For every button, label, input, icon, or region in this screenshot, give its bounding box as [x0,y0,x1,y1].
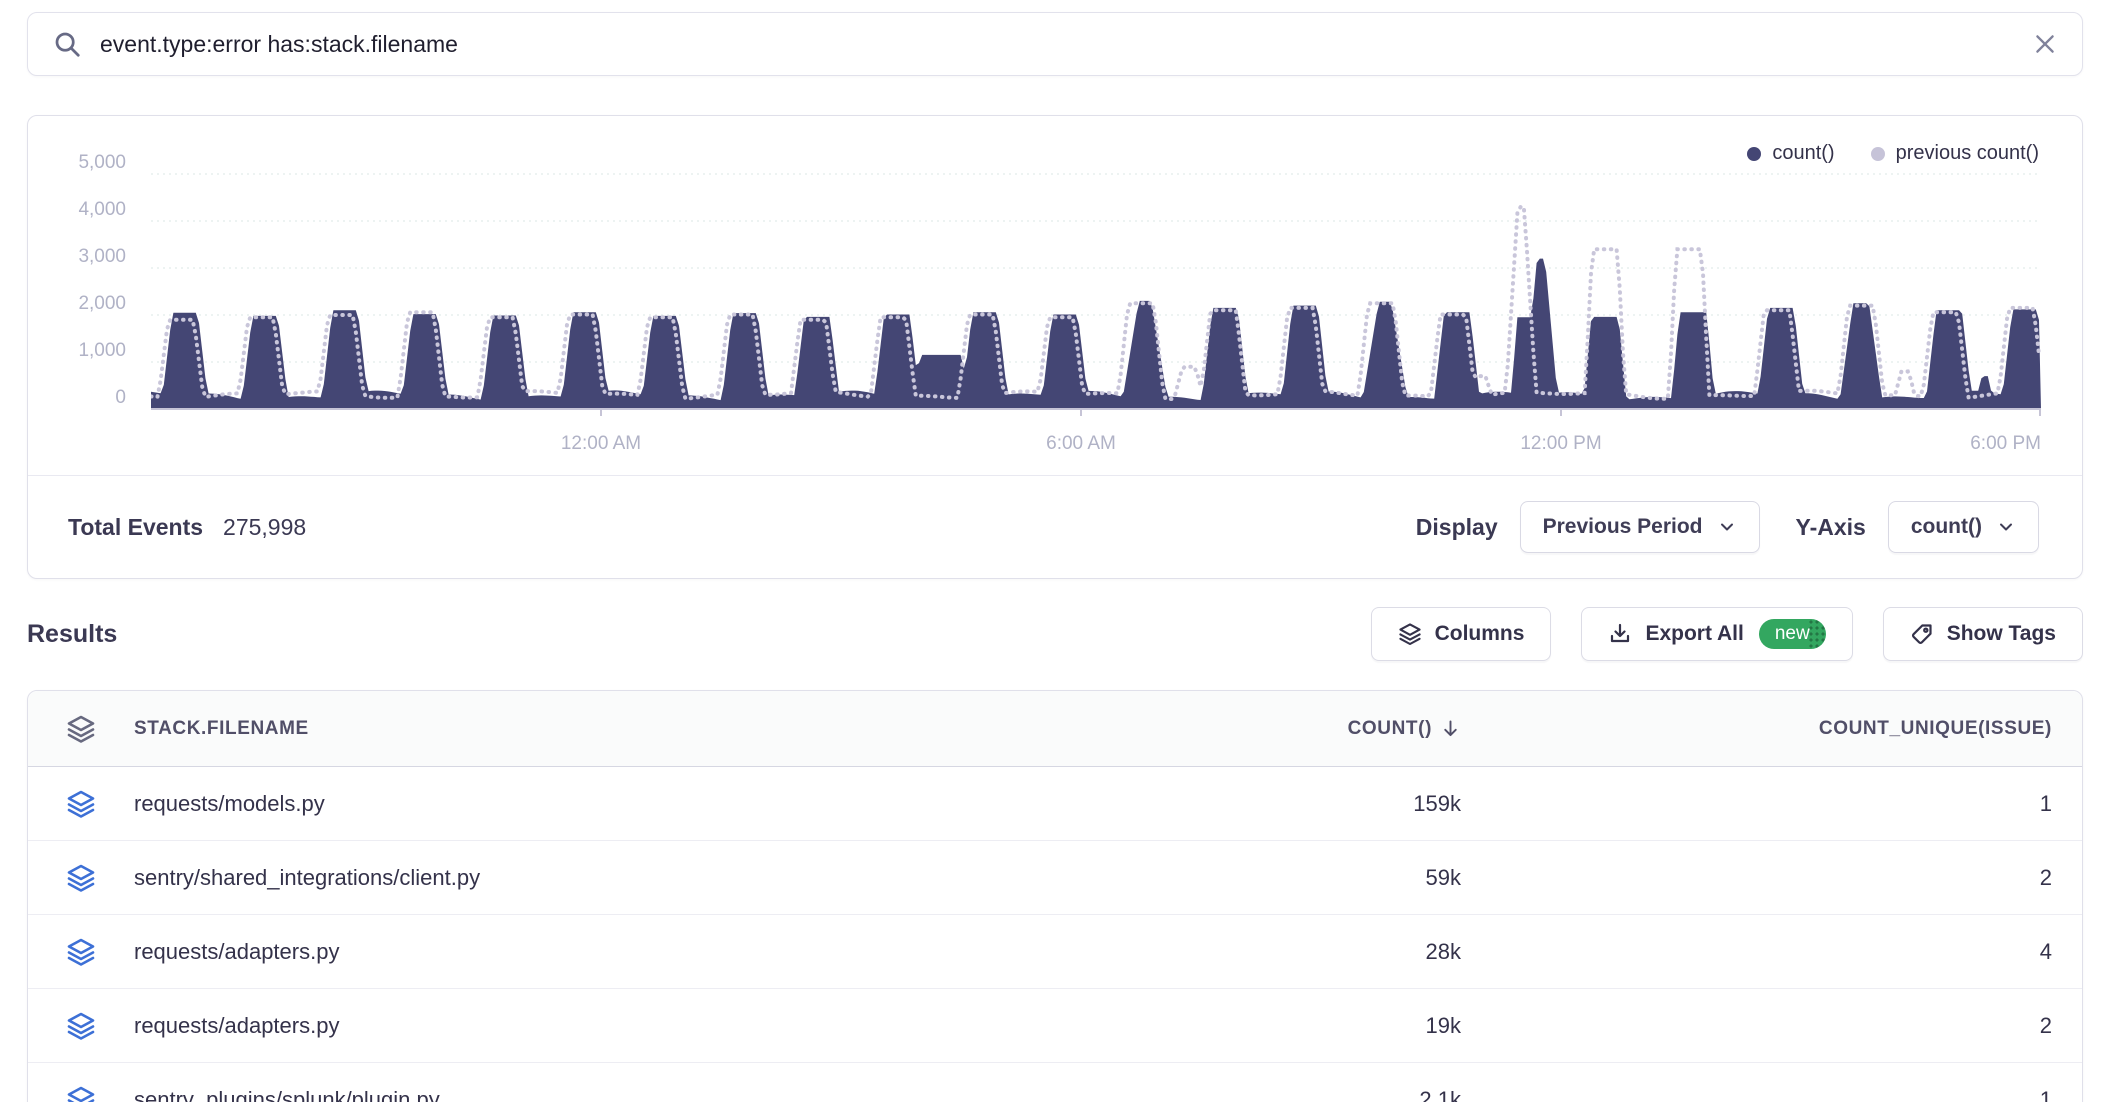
close-icon [2036,35,2054,53]
table-row[interactable]: sentry/shared_integrations/client.py 59k… [28,841,2082,915]
column-header-stack-filename[interactable]: STACK.FILENAME [28,714,1151,744]
table-header-row: STACK.FILENAME COUNT() COUNT_UNIQUE(ISSU… [28,691,2082,767]
count-cell: 159k [1413,790,1461,816]
stacked-layers-icon [67,1086,95,1102]
column-header-count[interactable]: COUNT() [1151,718,1461,740]
y-axis-tick-3000: 3,000 [78,246,126,267]
results-title: Results [27,619,118,648]
stack-filename-cell[interactable]: sentry/shared_integrations/client.py [134,864,481,890]
columns-button-label: Columns [1434,622,1525,645]
results-header-row: Results Columns Export All new Show Tags [27,607,2083,661]
stacked-layers-icon [67,938,95,966]
chevron-down-icon [1720,523,1733,531]
yaxis-select-value: count() [1910,515,1982,538]
tag-icon [1911,624,1932,645]
stack-filename-header-label: STACK.FILENAME [134,717,309,739]
x-axis-label-6am: 6:00 AM [1046,433,1116,454]
stack-filename-cell[interactable]: requests/models.py [134,790,325,816]
display-label: Display [1415,513,1498,540]
count-cell: 19k [1425,1012,1461,1038]
show-tags-button-label: Show Tags [1946,622,2056,645]
stacked-layers-icon [67,715,95,743]
columns-button[interactable]: Columns [1370,607,1552,661]
x-axis-label-12pm: 12:00 PM [1520,433,1602,454]
count-cell: 59k [1425,864,1461,890]
download-tray-icon [1611,623,1630,643]
previous-count-series-dotted-line [151,204,2041,401]
count-legend-dot-icon [1747,146,1762,161]
clear-search-button[interactable] [2032,31,2058,57]
stacked-layers-icon [67,864,95,892]
events-chart-panel: count() previous count() 0 1,000 2,000 3… [27,115,2083,579]
yaxis-select[interactable]: count() [1887,501,2039,553]
count-header-label: COUNT() [1347,717,1432,739]
stacked-layers-icon [67,790,95,818]
table-row[interactable]: requests/adapters.py 28k 4 [28,915,2082,989]
events-time-series-chart [151,173,2041,416]
y-axis-tick-0: 0 [115,387,126,408]
legend-item-count[interactable]: count() [1747,142,1835,165]
total-events-value: 275,998 [223,513,307,540]
total-events: Total Events 275,998 [68,514,306,541]
count-unique-cell: 2 [2039,864,2052,890]
display-select-value: Previous Period [1542,515,1703,538]
legend-count-label: count() [1772,142,1835,164]
count-cell: 2.1k [1419,1086,1461,1102]
legend-previous-count-label: previous count() [1895,142,2039,164]
y-axis-tick-2000: 2,000 [78,293,126,314]
total-events-label: Total Events [68,513,204,540]
chevron-down-icon [2000,523,2012,531]
stacked-layers-icon [1398,623,1421,646]
search-input[interactable] [100,30,2032,58]
count-unique-cell: 2 [2039,1012,2052,1038]
search-icon [55,32,80,57]
stacked-layers-icon [67,1012,95,1040]
count-unique-cell: 1 [2039,1086,2052,1102]
y-axis-tick-1000: 1,000 [78,340,126,361]
y-axis-tick-4000: 4,000 [78,199,126,220]
chart-footer-divider [28,475,2082,476]
yaxis-label: Y-Axis [1795,513,1866,540]
chart-controls: Display Previous Period Y-Axis count() [1416,501,2039,553]
chart-footer: Total Events 275,998 Display Previous Pe… [68,476,2039,578]
count-unique-cell: 4 [2039,938,2052,964]
stack-filename-cell[interactable]: requests/adapters.py [134,1012,340,1038]
legend-item-previous-count[interactable]: previous count() [1870,142,2039,165]
table-row[interactable]: requests/models.py 159k 1 [28,767,2082,841]
column-header-count-unique-issue[interactable]: COUNT_UNIQUE(ISSUE) [1461,718,2082,740]
display-select[interactable]: Previous Period [1519,501,1760,553]
table-row[interactable]: requests/adapters.py 19k 2 [28,989,2082,1063]
new-badge: new [1758,619,1826,649]
x-axis-ticks [600,409,2041,416]
count-unique-header-label: COUNT_UNIQUE(ISSUE) [1818,717,2052,739]
show-tags-button[interactable]: Show Tags [1882,607,2083,661]
x-axis-label-12am: 12:00 AM [560,433,642,454]
search-bar[interactable] [27,12,2083,76]
export-all-button-label: Export All [1645,622,1744,645]
previous-count-legend-dot-icon [1870,146,1885,161]
stack-filename-cell[interactable]: sentry_plugins/splunk/plugin.py [134,1086,440,1102]
count-series-area [151,258,2041,409]
y-axis-tick-5000: 5,000 [78,152,126,173]
stack-filename-cell[interactable]: requests/adapters.py [134,938,340,964]
export-all-button[interactable]: Export All new [1581,607,1853,661]
results-actions: Columns Export All new Show Tags [1370,607,2083,661]
arrow-down-icon [1444,720,1457,737]
chart-legend: count() previous count() [1747,142,2039,165]
count-unique-cell: 1 [2039,790,2052,816]
table-row[interactable]: sentry_plugins/splunk/plugin.py 2.1k 1 [28,1063,2082,1102]
x-axis-label-6pm: 6:00 PM [1970,433,2041,454]
results-table: STACK.FILENAME COUNT() COUNT_UNIQUE(ISSU… [27,690,2083,1102]
chart-plot: 12:00 AM 6:00 AM 12:00 PM 6:00 PM [151,157,2041,454]
count-cell: 28k [1425,938,1461,964]
chart-area: 0 1,000 2,000 3,000 4,000 5,000 [28,152,2084,487]
